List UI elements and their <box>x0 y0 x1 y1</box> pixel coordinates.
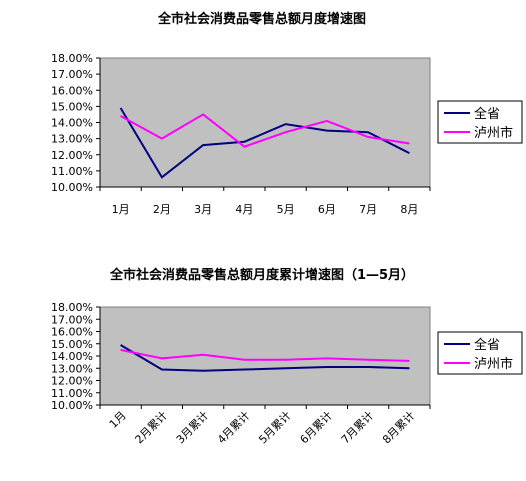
chart-2: 全市社会消费品零售总额月度累计增速图（1—5月） 18.00%17.00%16.0… <box>51 267 523 446</box>
y-tick-label: 14.00% <box>51 117 93 130</box>
y-tick-label: 15.00% <box>51 100 93 113</box>
x-tick-label: 3月累计 <box>174 409 211 446</box>
x-tick-label: 1月 <box>112 203 130 216</box>
legend-label: 全省 <box>474 337 500 353</box>
x-tick-label: 6月累计 <box>298 409 335 446</box>
chart-title: 全市社会消费品零售总额月度累计增速图（1—5月） <box>109 267 414 283</box>
x-tick-label: 8月 <box>400 203 418 216</box>
legend-label: 全省 <box>474 106 500 122</box>
y-tick-label: 18.00% <box>51 52 93 65</box>
legend-label: 泸州市 <box>474 125 513 141</box>
x-tick-label: 4月累计 <box>215 409 252 446</box>
series-line-province <box>120 344 410 372</box>
y-tick-label: 13.00% <box>51 133 93 146</box>
x-tick-label: 2月 <box>153 203 171 216</box>
x-tick-label: 4月 <box>235 203 253 216</box>
y-tick-label: 15.00% <box>51 338 93 351</box>
chart-title: 全市社会消费品零售总额月度增速图 <box>157 11 366 27</box>
series-line-province <box>119 107 410 179</box>
y-tick-label: 12.00% <box>51 149 93 162</box>
legend-box <box>437 331 523 375</box>
x-tick-label: 7月 <box>359 203 377 216</box>
x-tick-label: 5月 <box>277 203 295 216</box>
y-tick-label: 10.00% <box>51 181 93 194</box>
y-tick-label: 11.00% <box>51 165 93 178</box>
x-tick-label: 2月累计 <box>133 409 170 446</box>
y-tick-label: 10.00% <box>51 399 93 412</box>
y-tick-label: 17.00% <box>51 68 93 81</box>
x-tick-label: 8月累计 <box>380 409 417 446</box>
y-tick-label: 12.00% <box>51 375 93 388</box>
x-tick-label: 1月 <box>107 409 129 431</box>
x-tick-label: 7月累计 <box>339 409 376 446</box>
legend-label: 泸州市 <box>474 356 513 372</box>
y-tick-label: 13.00% <box>51 362 93 375</box>
series-line-luzhou <box>120 113 410 148</box>
plot-area <box>99 57 431 188</box>
y-tick-label: 18.00% <box>51 301 93 314</box>
x-tick-label: 3月 <box>194 203 212 216</box>
y-tick-label: 11.00% <box>51 387 93 400</box>
y-tick-label: 17.00% <box>51 313 93 326</box>
chart-1: 全市社会消费品零售总额月度增速图 18.00% 17.00% 16.00% 15.00%… <box>51 11 523 216</box>
y-tick-label: 16.00% <box>51 326 93 339</box>
y-tick-label: 14.00% <box>51 350 93 363</box>
x-tick-label: 5月累计 <box>256 409 293 446</box>
legend-box <box>437 100 523 144</box>
series-line-luzhou <box>120 348 410 362</box>
y-tick-label: 16.00% <box>51 84 93 97</box>
x-tick-label: 6月 <box>318 203 336 216</box>
